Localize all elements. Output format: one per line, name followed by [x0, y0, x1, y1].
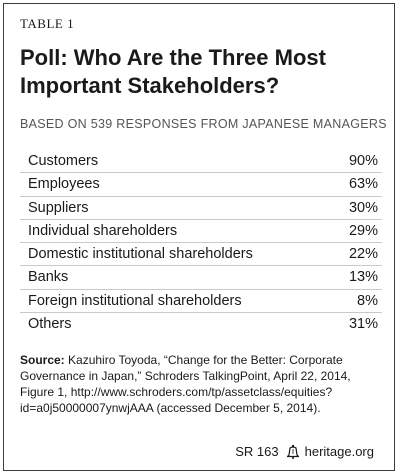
- source-text: Kazuhiro Toyoda, “Change for the Better:…: [20, 353, 351, 415]
- table-row: Customers 90%: [20, 150, 382, 174]
- source-note: Source: Kazuhiro Toyoda, “Change for the…: [20, 352, 380, 416]
- row-value: 13%: [348, 269, 378, 286]
- report-number: SR 163: [235, 444, 279, 459]
- source-label: Source:: [20, 353, 65, 367]
- row-value: 22%: [348, 246, 378, 263]
- table-row: Domestic institutional shareholders 22%: [20, 243, 382, 267]
- page-title: Poll: Who Are the Three Most Important S…: [20, 45, 326, 98]
- liberty-bell-icon: [285, 444, 300, 459]
- subtitle: BASED ON 539 RESPONSES FROM JAPANESE MAN…: [20, 117, 387, 131]
- row-value: 31%: [348, 316, 378, 333]
- row-value: 8%: [357, 292, 378, 309]
- row-label: Individual shareholders: [28, 222, 178, 239]
- row-label: Suppliers: [28, 199, 89, 216]
- table-row: Banks 13%: [20, 266, 382, 290]
- table-label: TABLE 1: [20, 16, 75, 31]
- table-row: Individual shareholders 29%: [20, 220, 382, 243]
- row-value: 63%: [348, 176, 378, 193]
- row-value: 30%: [348, 199, 378, 216]
- table-frame: TABLE 1 Poll: Who Are the Three Most Imp…: [3, 3, 395, 471]
- table-row: Suppliers 30%: [20, 197, 382, 220]
- row-label: Customers: [28, 153, 99, 170]
- table-row: Foreign institutional shareholders 8%: [20, 290, 382, 313]
- row-value: 29%: [348, 222, 378, 239]
- row-label: Foreign institutional shareholders: [28, 292, 242, 309]
- row-label: Employees: [28, 176, 100, 193]
- results-table: Customers 90% Employees 63% Suppliers 30…: [20, 150, 382, 336]
- row-value: 90%: [348, 153, 378, 170]
- table-row: Others 31%: [20, 313, 382, 336]
- footer: SR 163 heritage.org: [235, 444, 374, 459]
- table-row: Employees 63%: [20, 173, 382, 197]
- site-name: heritage.org: [304, 444, 374, 459]
- row-label: Others: [28, 316, 72, 333]
- row-label: Domestic institutional shareholders: [28, 246, 253, 263]
- row-label: Banks: [28, 269, 69, 286]
